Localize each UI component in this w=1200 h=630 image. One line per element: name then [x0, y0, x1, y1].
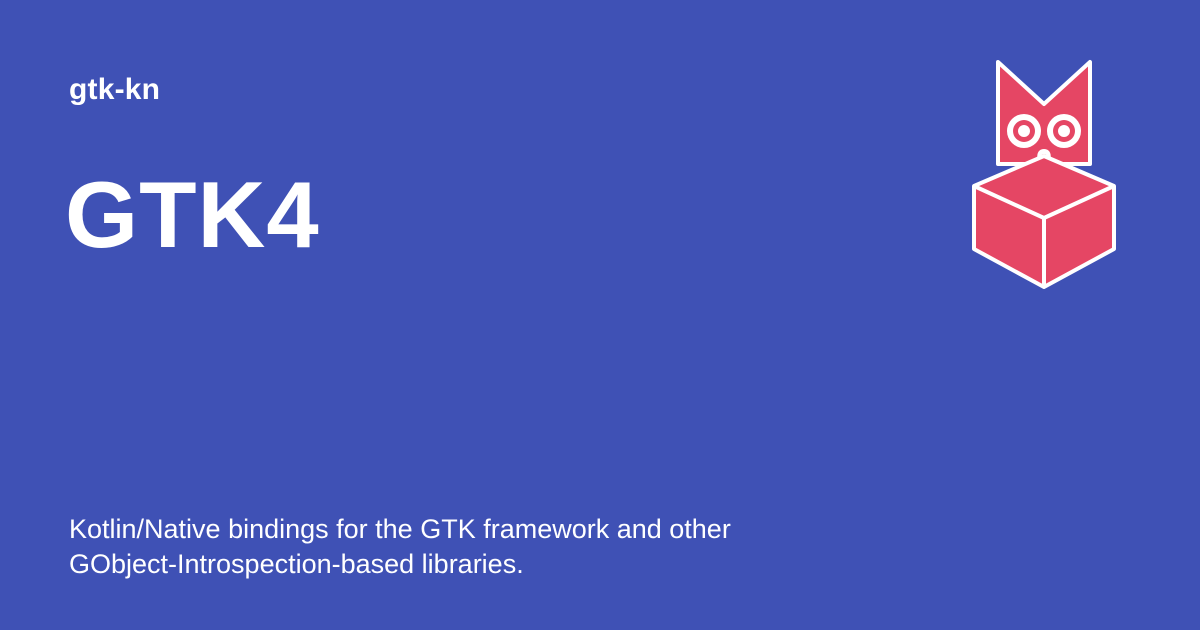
site-name: gtk-kn [69, 73, 161, 106]
page-description: Kotlin/Native bindings for the GTK frame… [69, 514, 731, 579]
page-title: GTK4 [65, 162, 320, 267]
owl-box-logo-icon [972, 60, 1116, 289]
